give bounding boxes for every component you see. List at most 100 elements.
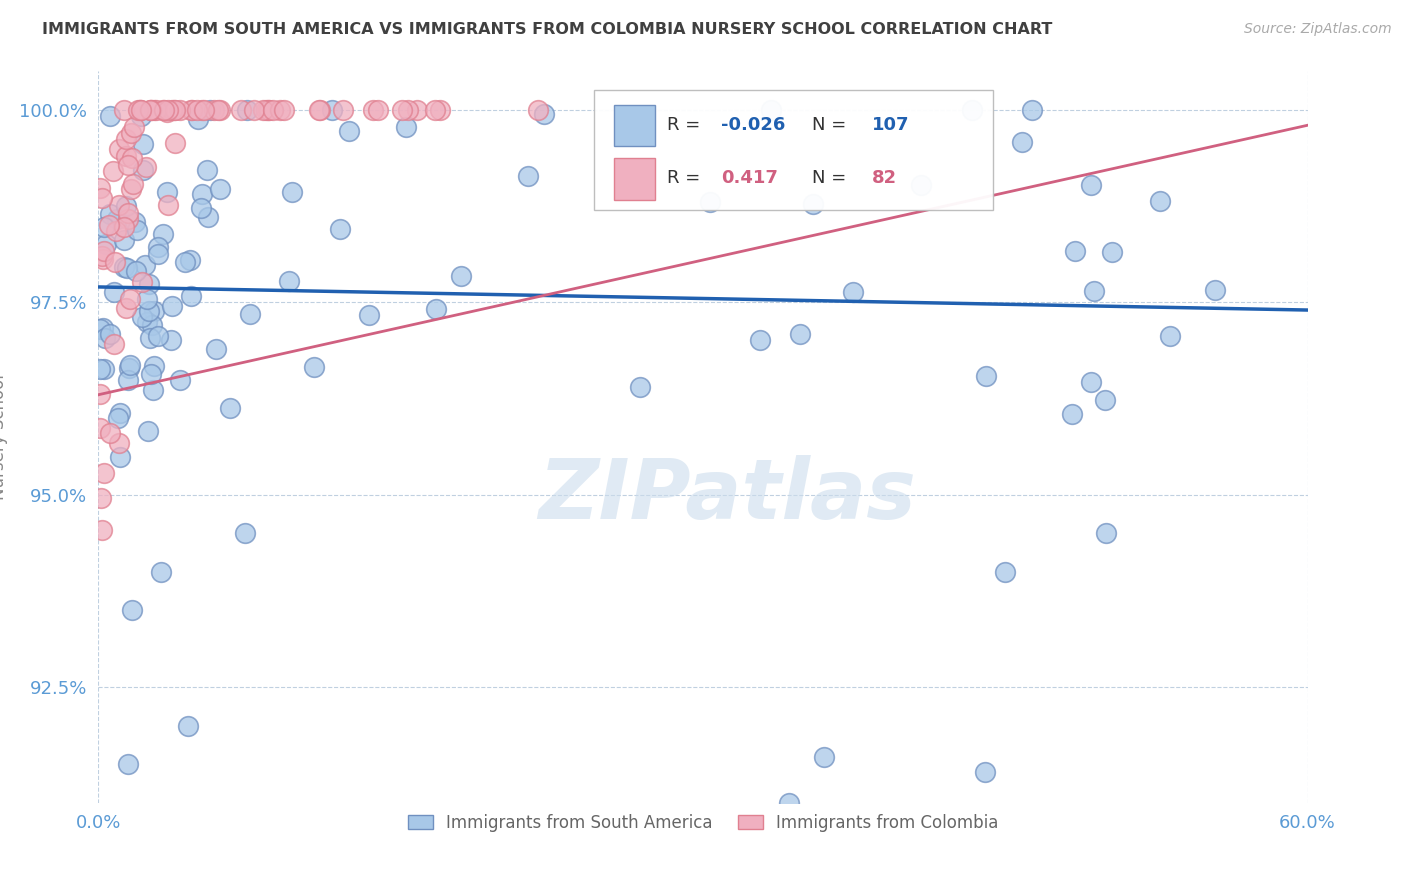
Point [117, 206, 139, 220]
Point [778, 796, 800, 810]
Text: N =: N = [811, 169, 852, 187]
Point [135, 315, 157, 329]
Point [121, 178, 143, 192]
Point [114, 301, 136, 316]
Point [197, 210, 219, 224]
Point [93, 362, 115, 376]
Point [112, 233, 135, 247]
Point [118, 358, 141, 372]
Point [195, 162, 218, 177]
Point [205, 342, 228, 356]
Point [160, 103, 183, 117]
Point [517, 169, 540, 183]
Point [357, 308, 380, 322]
Point [120, 182, 142, 196]
Point [108, 406, 131, 420]
Text: N =: N = [811, 116, 852, 134]
Point [138, 277, 160, 291]
Point [138, 304, 160, 318]
Point [202, 103, 225, 117]
Text: 0.417: 0.417 [721, 169, 778, 187]
Text: ZIPatlas: ZIPatlas [538, 455, 917, 536]
Point [842, 285, 865, 299]
Point [120, 126, 142, 140]
Point [114, 199, 136, 213]
Point [974, 368, 997, 383]
FancyBboxPatch shape [613, 104, 655, 146]
Point [149, 565, 172, 579]
Point [114, 149, 136, 163]
Point [1101, 244, 1123, 259]
Point [1080, 178, 1102, 193]
Point [176, 719, 198, 733]
Point [120, 292, 142, 306]
Point [128, 103, 150, 117]
Point [163, 103, 186, 117]
Point [162, 299, 184, 313]
Point [108, 450, 131, 464]
Point [143, 103, 166, 117]
Point [90, 191, 112, 205]
Point [89, 420, 111, 434]
Point [91, 320, 114, 334]
Point [98, 109, 121, 123]
FancyBboxPatch shape [613, 158, 655, 200]
Point [169, 103, 191, 117]
Point [699, 195, 721, 210]
Point [108, 142, 131, 156]
Point [136, 424, 159, 438]
Point [789, 327, 811, 342]
Point [103, 164, 125, 178]
Point [526, 103, 548, 117]
Point [97, 218, 120, 232]
Point [105, 211, 128, 226]
Point [129, 103, 152, 117]
Point [207, 103, 229, 117]
Point [107, 410, 129, 425]
Point [278, 274, 301, 288]
Point [239, 307, 262, 321]
Point [1094, 392, 1116, 407]
Point [423, 103, 446, 117]
Point [89, 387, 111, 401]
Point [103, 285, 125, 300]
Point [309, 103, 332, 117]
Point [281, 186, 304, 200]
Point [163, 136, 186, 150]
Point [1149, 194, 1171, 208]
Point [112, 103, 135, 117]
Point [761, 103, 783, 117]
Point [229, 103, 252, 117]
Point [114, 260, 136, 274]
Point [749, 333, 772, 347]
Point [450, 268, 472, 283]
Point [141, 318, 163, 333]
Point [131, 275, 153, 289]
Point [157, 103, 180, 117]
Text: Source: ZipAtlas.com: Source: ZipAtlas.com [1244, 22, 1392, 37]
Point [252, 103, 274, 117]
Point [108, 436, 131, 450]
Point [190, 201, 212, 215]
Point [118, 361, 141, 376]
Point [139, 103, 162, 117]
Text: 107: 107 [872, 116, 910, 134]
Point [104, 254, 127, 268]
Point [259, 103, 281, 117]
Point [1064, 244, 1087, 258]
Point [396, 103, 419, 117]
Point [302, 360, 325, 375]
Point [367, 103, 389, 117]
Point [193, 103, 215, 117]
Y-axis label: Nursery School: Nursery School [0, 374, 8, 500]
Text: -0.026: -0.026 [721, 116, 786, 134]
Point [93, 466, 115, 480]
Point [153, 103, 176, 117]
Point [254, 103, 277, 117]
Point [131, 109, 153, 123]
Point [125, 223, 148, 237]
Text: R =: R = [666, 169, 706, 187]
Point [269, 103, 291, 117]
Point [1021, 103, 1043, 117]
Point [243, 103, 266, 117]
